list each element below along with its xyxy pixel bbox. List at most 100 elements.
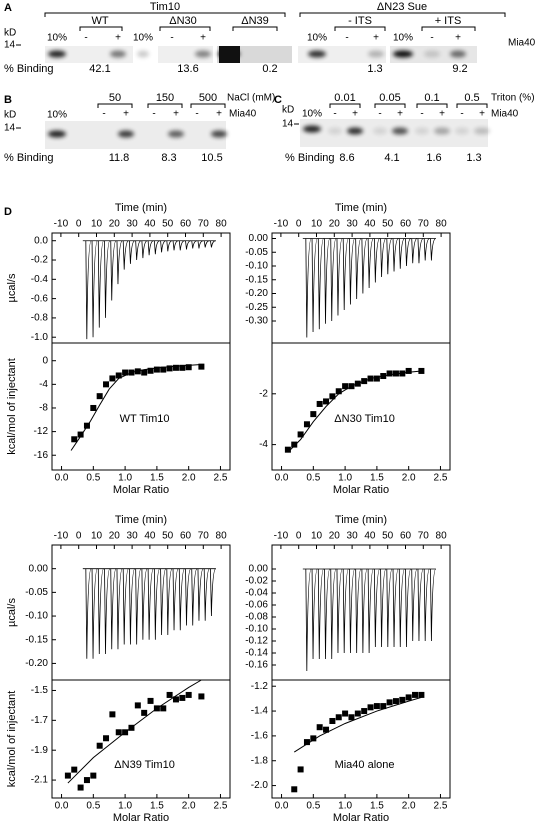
data-point: [83, 422, 90, 429]
gel-band: [393, 50, 413, 58]
data-point: [103, 381, 110, 388]
injection-peak: [172, 568, 179, 631]
y-tick-label: -0.2: [31, 255, 49, 266]
lane-label: +: [397, 109, 403, 120]
x-tick-label: 20: [329, 531, 341, 542]
data-point: [392, 698, 399, 705]
data-point: [153, 366, 160, 373]
binding-value: 11.8: [109, 152, 130, 164]
data-point: [380, 703, 387, 710]
y-tick-label: -0.02: [245, 576, 268, 587]
marker-label: 14: [4, 123, 16, 134]
injection-peak: [191, 568, 198, 626]
injection-peak: [417, 568, 424, 642]
injection-peak: [172, 240, 179, 251]
data-point: [342, 710, 349, 717]
injection-peak: [342, 238, 349, 311]
binding-value: 13.6: [177, 63, 198, 75]
gel-band: [48, 50, 66, 58]
injection-peak: [210, 240, 216, 248]
injection-peak: [305, 238, 312, 338]
gel-band: [211, 130, 227, 138]
marker-label: 14: [282, 119, 294, 130]
annotation: ΔN30 Tim10: [334, 413, 395, 425]
x-axis-title: Time (min): [115, 514, 167, 526]
y-tick-label: -0.10: [25, 611, 48, 622]
injection-peak: [349, 238, 356, 305]
injection-peak: [398, 238, 405, 269]
injection-peak: [380, 568, 387, 648]
lane-label: 10%: [393, 33, 413, 44]
y-tick-label: -4: [259, 439, 268, 450]
lane-label: +: [115, 33, 121, 44]
lane-label: -: [333, 109, 336, 120]
data-point: [172, 364, 179, 371]
injection-peak: [305, 568, 312, 672]
x-tick-label: 40: [364, 219, 376, 230]
y-tick-label: -0.8: [31, 313, 49, 324]
y-tick-label: 0.00: [249, 233, 269, 244]
injection-peak: [185, 240, 191, 250]
data-point: [297, 431, 304, 438]
injection-peak: [85, 568, 92, 659]
y-tick-label: -0.04: [245, 588, 268, 599]
data-point: [335, 714, 342, 721]
x-tick-label: -10: [274, 219, 289, 230]
x-tick-label: 2.5: [434, 801, 448, 812]
injection-peak: [116, 568, 123, 650]
x-tick-label: 30: [127, 219, 139, 230]
x-tick-label: 40: [144, 531, 156, 542]
data-point: [115, 729, 122, 736]
injection-peak: [392, 568, 399, 648]
lane-label: -: [170, 33, 173, 44]
data-point: [348, 383, 355, 390]
x-tick-label: -10: [54, 219, 69, 230]
gel-band: [137, 50, 149, 58]
binding-value: 8.3: [161, 152, 176, 164]
x-tick-label: 1.5: [150, 473, 164, 484]
gel-band: [347, 127, 363, 135]
gel-band: [373, 127, 387, 135]
data-point: [185, 364, 192, 371]
binding-value: 1.3: [466, 152, 481, 164]
data-point: [354, 710, 361, 717]
injection-peak: [129, 240, 135, 264]
bracket: [147, 103, 183, 108]
data-point: [303, 421, 310, 428]
injection-peak: [91, 240, 98, 338]
data-point: [122, 729, 129, 736]
injection-peak: [178, 240, 185, 251]
condition: 0.5: [464, 92, 479, 104]
data-point: [153, 705, 160, 712]
x-tick-label: 60: [180, 531, 192, 542]
x-tick-label: 2.5: [214, 801, 228, 812]
x-axis-title: Molar Ratio: [333, 484, 389, 496]
lane-label: -: [420, 109, 423, 120]
injection-peak: [355, 238, 362, 300]
data-point: [310, 411, 317, 418]
data-point: [323, 726, 330, 733]
injection-peak: [330, 238, 337, 322]
injection-peak: [311, 238, 318, 333]
plot-frame: [51, 679, 231, 799]
data-point: [64, 772, 71, 779]
data-point: [122, 369, 129, 376]
y-tick-label: -8: [39, 403, 48, 414]
lane-label: 10%: [307, 33, 327, 44]
data-point: [361, 378, 368, 385]
x-tick-label: 0: [296, 219, 302, 230]
data-point: [141, 709, 148, 716]
injection-peak: [104, 240, 111, 318]
x-tick-label: 30: [347, 531, 359, 542]
x-tick-label: 60: [180, 219, 192, 230]
x-tick-label: 10: [311, 531, 323, 542]
x-tick-label: 2.5: [214, 473, 228, 484]
injection-peak: [110, 568, 117, 650]
gel-band: [415, 127, 429, 135]
bracket: [299, 12, 506, 17]
injection-peak: [135, 240, 142, 261]
y-tick-label: -0.25: [245, 302, 268, 313]
panel-label: C: [274, 94, 282, 106]
binding-value: 1.3: [367, 63, 382, 75]
bracket: [329, 103, 361, 108]
